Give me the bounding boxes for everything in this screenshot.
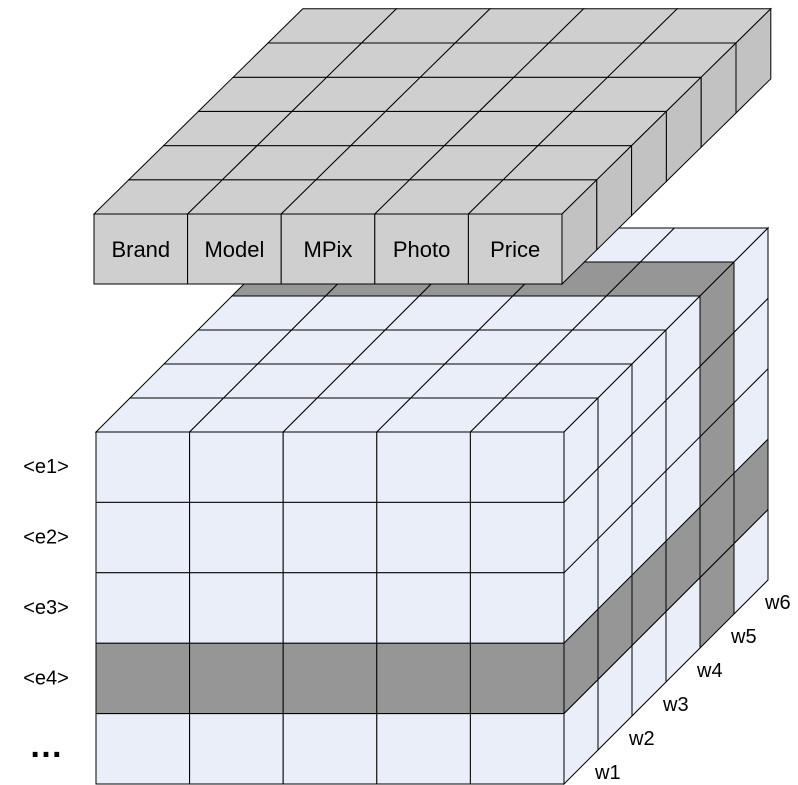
front-cell <box>189 572 284 644</box>
depth-label-w3: w3 <box>662 694 689 716</box>
attribute-label-brand: Brand <box>111 237 170 262</box>
front-cell <box>95 572 191 644</box>
entity-row-labels: <e1> <e2> <e3> <e4> … <box>23 456 69 765</box>
row-label-more: … <box>29 727 63 765</box>
slab-side-cell <box>735 7 772 115</box>
front-cell <box>95 713 191 785</box>
front-cell <box>189 431 284 503</box>
front-cell <box>376 501 471 574</box>
front-cell <box>376 572 471 644</box>
attribute-label-mpix: MPix <box>304 237 353 262</box>
front-cell <box>469 642 565 715</box>
depth-label-w1: w1 <box>594 762 621 784</box>
front-cell <box>469 572 565 644</box>
front-cell <box>95 501 191 574</box>
row-label-e2: <e2> <box>23 527 69 549</box>
front-cell <box>376 642 471 715</box>
front-cell <box>376 431 471 503</box>
front-cell <box>189 713 284 785</box>
attribute-label-photo: Photo <box>393 237 451 262</box>
row-label-e3: <e3> <box>23 597 69 619</box>
word-depth-labels: w1 w2 w3 w4 w5 w6 <box>594 592 791 784</box>
depth-label-w4: w4 <box>696 660 723 682</box>
slab-cell-price <box>467 213 563 285</box>
front-cell <box>282 572 378 644</box>
depth-label-w2: w2 <box>628 728 655 750</box>
attribute-label-model: Model <box>204 237 264 262</box>
front-cell <box>282 642 378 715</box>
depth-label-w5: w5 <box>730 626 757 648</box>
front-cell <box>469 431 565 503</box>
front-cell <box>189 501 284 574</box>
attribute-label-price: Price <box>490 237 540 262</box>
front-cell <box>376 713 471 785</box>
row-label-e1: <e1> <box>23 456 69 478</box>
front-cell <box>282 713 378 785</box>
depth-label-w6: w6 <box>764 592 791 614</box>
front-cell <box>95 431 191 503</box>
front-cell <box>95 642 191 715</box>
front-cell <box>282 431 378 503</box>
front-cell <box>469 713 565 785</box>
front-cell <box>189 642 284 715</box>
front-cell <box>469 501 565 574</box>
attribute-slab: Brand Model MPix Photo Price <box>92 7 773 286</box>
row-label-e4: <e4> <box>23 667 69 689</box>
front-cell <box>282 501 378 574</box>
side-cell <box>733 508 769 616</box>
